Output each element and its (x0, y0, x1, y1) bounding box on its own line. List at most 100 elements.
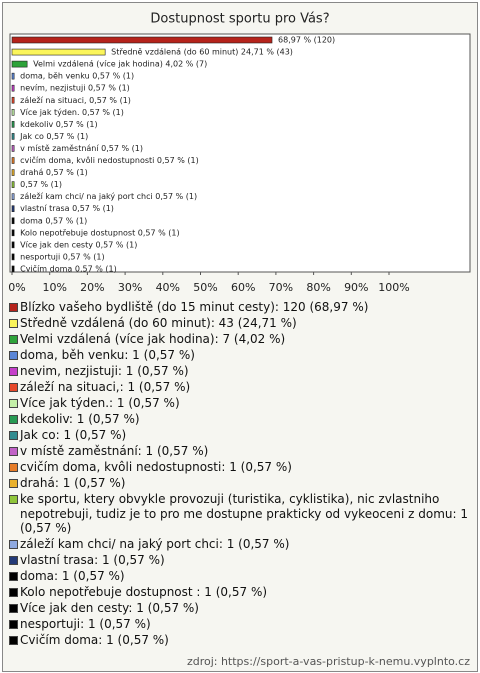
chart: Dostupnost sportu pro Vás? 0% 10% 20% 30% 40… (8, 12, 471, 294)
legend-item: záleží kam chci/ na jaký port chci: 1 (0… (8, 537, 470, 552)
bar-label: Cvičím doma 0,57 % (1) (20, 263, 117, 273)
bar (11, 109, 15, 116)
legend-label: nesportuji: 1 (0,57 %) (20, 617, 151, 631)
bar-label: doma 0,57 % (1) (20, 216, 87, 225)
legend: Blízko vašeho bydliště (do 15 minut cest… (8, 300, 470, 649)
legend-item: nevim, nezjistuji: 1 (0,57 %) (8, 364, 470, 379)
legend-label: kdekoliv: 1 (0,57 %) (20, 412, 140, 426)
legend-label: Cvičím doma: 1 (0,57 %) (20, 633, 169, 647)
legend-item: záleží na situaci,: 1 (0,57 %) (8, 380, 470, 395)
legend-swatch (9, 335, 18, 344)
legend-swatch (9, 604, 18, 613)
legend-item: nesportuji: 1 (0,57 %) (8, 617, 470, 632)
bar-label: záleží na situaci, 0,57 % (1) (20, 96, 131, 105)
legend-swatch (9, 319, 18, 328)
bar-label: Více jak týden. 0,57 % (1) (20, 108, 124, 117)
legend-item: vlastní trasa: 1 (0,57 %) (8, 553, 470, 568)
bar-label: 68,97 % (120) (278, 36, 335, 45)
legend-label: nevim, nezjistuji: 1 (0,57 %) (20, 364, 189, 378)
x-tick-label: 20% (80, 281, 104, 294)
legend-swatch (9, 447, 18, 456)
bar-label: nesportuji 0,57 % (1) (20, 252, 104, 261)
chart-title: Dostupnost sportu pro Vás? (150, 12, 329, 27)
bar (11, 60, 28, 68)
x-tick-label: 50% (193, 281, 217, 294)
legend-swatch (9, 556, 18, 565)
bar (11, 265, 15, 273)
bar (11, 193, 15, 200)
x-tick-label: 40% (156, 281, 180, 294)
legend-label: drahá: 1 (0,57 %) (20, 476, 126, 490)
legend-swatch (9, 415, 18, 424)
legend-swatch (9, 367, 18, 376)
legend-label: doma, běh venku: 1 (0,57 %) (20, 348, 195, 362)
bar (11, 96, 15, 104)
legend-item: Velmi vzdálená (více jak hodina): 7 (4,0… (8, 332, 470, 347)
bar-label: v místě zaměstnání 0,57 % (1) (20, 144, 143, 153)
legend-label: Jak co: 1 (0,57 %) (20, 428, 127, 442)
bar-label: Velmi vzdálená (více jak hodina) 4,02 % … (33, 60, 207, 69)
legend-label: v místě zaměstnání: 1 (0,57 %) (20, 444, 209, 458)
x-tick-label: 10% (42, 281, 66, 294)
x-tick-label: 70% (269, 281, 293, 294)
bar (11, 48, 106, 56)
legend-item: Kolo nepotřebuje dostupnost : 1 (0,57 %) (8, 585, 470, 600)
bar (11, 72, 15, 80)
legend-label: záleží kam chci/ na jaký port chci: 1 (0… (20, 537, 290, 551)
bar (11, 181, 15, 188)
x-tick-label: 30% (118, 281, 142, 294)
legend-item: Více jak týden.: 1 (0,57 %) (8, 396, 470, 411)
legend-swatch (9, 620, 18, 629)
bar-label: 0,57 % (1) (20, 180, 62, 189)
legend-swatch (9, 636, 18, 645)
legend-swatch (9, 399, 18, 408)
legend-swatch (9, 495, 18, 504)
legend-swatch (9, 431, 18, 440)
legend-item: kdekoliv: 1 (0,57 %) (8, 412, 470, 427)
bar (11, 205, 15, 212)
legend-swatch (9, 463, 18, 472)
x-tick-label: 0% (8, 281, 25, 294)
legend-item: Více jak den cesty: 1 (0,57 %) (8, 601, 470, 616)
plot-area (9, 33, 471, 273)
legend-label: Středně vzdálená (do 60 minut): 43 (24,7… (20, 316, 297, 330)
legend-label: Kolo nepotřebuje dostupnost : 1 (0,57 %) (20, 585, 268, 599)
bar-label: Jak co 0,57 % (1) (19, 132, 88, 141)
legend-label: cvičím doma, kvôli nedostupnosti: 1 (0,5… (20, 460, 292, 474)
bar (11, 253, 15, 261)
legend-label: Více jak týden.: 1 (0,57 %) (20, 396, 180, 410)
legend-swatch (9, 303, 18, 312)
legend-item: ke sportu, ktery obvykle provozuji (turi… (8, 492, 470, 536)
x-tick-label: 60% (231, 281, 255, 294)
legend-label: doma: 1 (0,57 %) (20, 569, 125, 583)
bar (11, 169, 15, 176)
bar (11, 133, 15, 140)
bar-label: Kolo nepotřebuje dostupnost 0,57 % (1) (20, 228, 179, 237)
bar-label: nevím, nezjistuji 0,57 % (1) (20, 84, 130, 93)
legend-item: cvičím doma, kvôli nedostupnosti: 1 (0,5… (8, 460, 470, 475)
legend-label: Více jak den cesty: 1 (0,57 %) (20, 601, 199, 615)
x-tick-label: 90% (344, 281, 368, 294)
x-tick-label: 80% (306, 281, 330, 294)
bar-label: Více jak den cesty 0,57 % (1) (20, 240, 137, 249)
legend-swatch (9, 540, 18, 549)
legend-swatch (9, 383, 18, 392)
bar (11, 241, 15, 249)
legend-swatch (9, 588, 18, 597)
legend-label: vlastní trasa: 1 (0,57 %) (20, 553, 165, 567)
legend-swatch (9, 572, 18, 581)
legend-swatch (9, 351, 18, 360)
legend-label: Blízko vašeho bydliště (do 15 minut cest… (20, 300, 369, 314)
x-tick-label: 100% (378, 281, 409, 294)
bar-label: doma, běh venku 0,57 % (1) (20, 72, 134, 81)
bar-label: záleží kam chci/ na jaký port chci 0,57 … (20, 192, 197, 201)
legend-label: Velmi vzdálená (více jak hodina): 7 (4,0… (20, 332, 286, 346)
legend-item: Jak co: 1 (0,57 %) (8, 428, 470, 443)
legend-item: v místě zaměstnání: 1 (0,57 %) (8, 444, 470, 459)
legend-item: Blízko vašeho bydliště (do 15 minut cest… (8, 300, 470, 315)
bar-label: kdekoliv 0,57 % (1) (20, 120, 97, 129)
legend-item: Středně vzdálená (do 60 minut): 43 (24,7… (8, 316, 470, 331)
bar (11, 229, 15, 237)
bar (11, 36, 273, 44)
